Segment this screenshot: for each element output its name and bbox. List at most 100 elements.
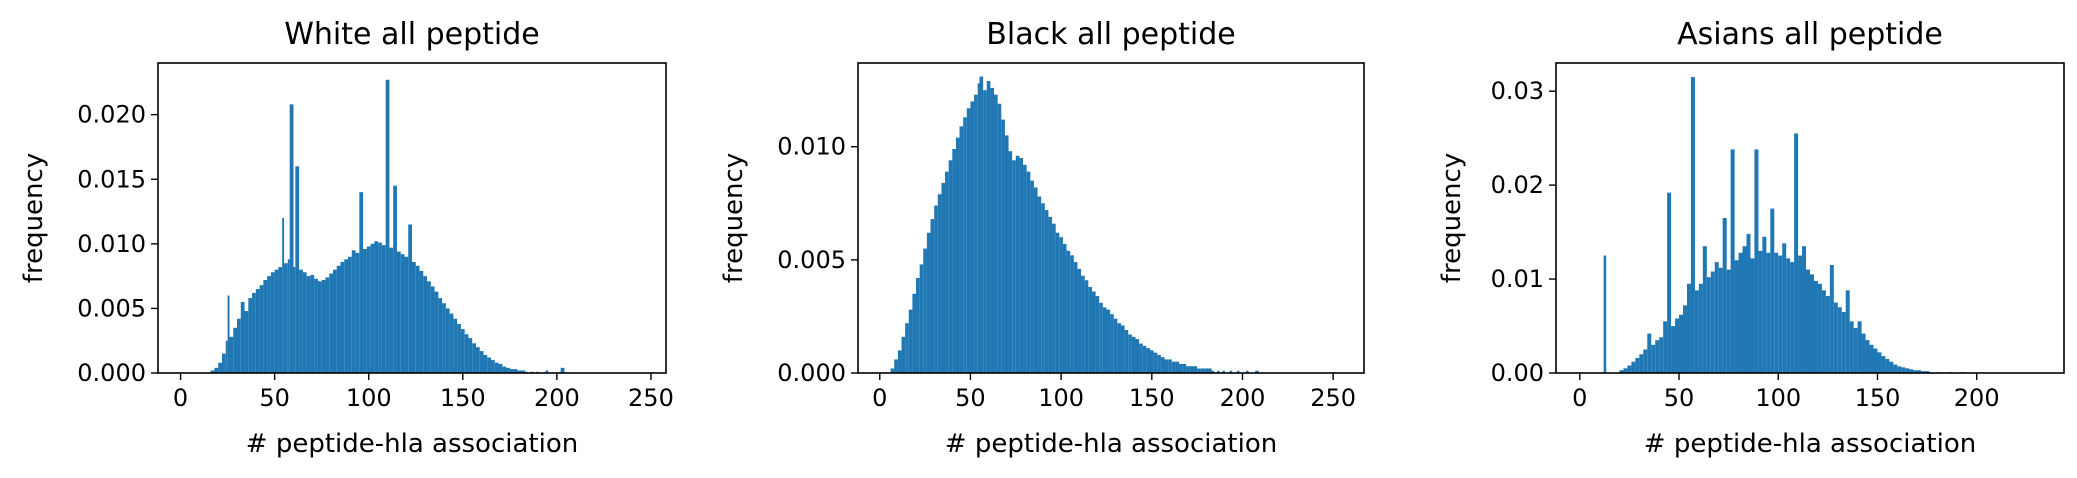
- histogram-bar: [287, 259, 290, 373]
- histogram-bar: [1149, 350, 1154, 373]
- plot-frame: [1555, 62, 2065, 374]
- histogram-bar: [1786, 258, 1791, 373]
- histogram-bar: [894, 359, 898, 373]
- histogram-bar: [1099, 302, 1103, 373]
- histogram-bar: [472, 343, 476, 373]
- histogram-bar: [1124, 330, 1129, 373]
- histogram-bar: [1073, 262, 1078, 373]
- histogram-bar: [1746, 233, 1751, 373]
- histogram-bar: [890, 368, 895, 373]
- histogram-bar: [1186, 366, 1190, 373]
- histogram-bar: [941, 182, 946, 373]
- histogram-bar: [1865, 340, 1870, 373]
- histogram-bar: [259, 285, 264, 373]
- y-axis-label: frequency: [719, 153, 749, 283]
- histogram-bar: [1917, 370, 1922, 373]
- x-axis-ticks: 0 50 100 150 200 250: [173, 373, 674, 412]
- histogram-bar: [1686, 283, 1691, 373]
- histogram-bar: [934, 205, 938, 373]
- histogram-bar: [359, 192, 364, 373]
- histogram-bar: [1030, 180, 1034, 373]
- histogram-bar: [1106, 309, 1111, 373]
- histogram-bar: [986, 81, 991, 373]
- histogram-bar: [977, 83, 980, 374]
- x-axis-label: # peptide-hla association: [945, 429, 1277, 459]
- y-tick-label: 0.020: [77, 101, 146, 129]
- x-tick-label: 150: [1855, 384, 1901, 412]
- histogram-bar: [994, 94, 998, 374]
- y-tick-label: 0.005: [777, 246, 846, 274]
- histogram-bar: [423, 276, 428, 374]
- histogram-bar: [1120, 325, 1125, 373]
- histogram-bar: [1113, 318, 1118, 373]
- histogram-bar: [1023, 164, 1027, 373]
- histogram-bar: [479, 351, 484, 373]
- histogram-bar: [545, 370, 549, 373]
- histogram-bar: [979, 76, 984, 373]
- panel-white: White all peptide # peptide-hla associat…: [19, 17, 674, 459]
- y-tick-label: 0.010: [77, 230, 146, 258]
- histogram-bar: [1817, 283, 1822, 373]
- histogram-bar: [1222, 370, 1225, 373]
- histogram-bar: [252, 292, 256, 373]
- histogram-bar: [460, 329, 465, 373]
- histogram-bar: [1044, 210, 1049, 373]
- histogram-bar: [990, 87, 995, 373]
- histogram-bar: [1019, 158, 1024, 373]
- x-tick-label: 200: [534, 384, 580, 412]
- histogram-bar: [227, 295, 230, 373]
- histogram-bar: [214, 367, 219, 373]
- histogram-bar: [321, 280, 326, 373]
- histogram-bar: [1175, 361, 1180, 373]
- histogram-bar: [487, 357, 492, 373]
- histogram-bar: [1081, 275, 1085, 373]
- histogram-bar: [1782, 243, 1787, 373]
- histogram-bar: [1004, 135, 1009, 373]
- histogram-bar: [1913, 370, 1918, 373]
- histogram-bar: [1095, 296, 1100, 373]
- histogram-bar: [419, 270, 424, 373]
- histogram-bar: [919, 264, 924, 373]
- histogram-bar: [923, 248, 927, 373]
- y-axis-ticks: 0.00 0.01 0.02 0.03: [1491, 77, 1556, 387]
- histogram-bar: [1182, 363, 1187, 373]
- histogram-bar: [498, 363, 503, 373]
- y-tick-label: 0.015: [77, 165, 146, 193]
- histogram-bar: [240, 301, 245, 373]
- histogram-bar: [1897, 366, 1902, 373]
- histogram-bar: [955, 137, 960, 373]
- histogram-bar: [1168, 359, 1172, 373]
- histogram-bar: [274, 269, 279, 373]
- histogram-bar: [1754, 149, 1759, 373]
- plot-frame: [857, 62, 1365, 374]
- histogram-bar: [952, 148, 956, 373]
- histogram-bar: [1200, 368, 1205, 373]
- histogram-bar: [517, 370, 522, 373]
- x-tick-label: 200: [1220, 384, 1266, 412]
- histogram-bar: [506, 367, 510, 373]
- histogram-bar: [1825, 295, 1830, 373]
- histogram-bar: [348, 256, 352, 373]
- histogram-bar: [1877, 352, 1882, 373]
- histogram-bar: [1829, 264, 1834, 373]
- histogram-bar: [1142, 345, 1147, 373]
- histogram-bar: [963, 117, 967, 373]
- histogram-bar: [560, 367, 565, 373]
- histogram-bar: [1706, 277, 1711, 373]
- x-axis-ticks: 0 50 100 150 200 250: [872, 373, 1356, 412]
- histogram-bar: [1726, 269, 1731, 373]
- histogram-bar: [1008, 151, 1013, 373]
- histogram-bar: [396, 251, 401, 373]
- histogram-bar: [1905, 368, 1910, 373]
- histogram-bar: [1694, 290, 1699, 373]
- histogram-bar: [901, 336, 906, 373]
- histogram-bar: [400, 254, 405, 373]
- histogram-bar: [1921, 371, 1926, 373]
- histogram-bar: [370, 243, 375, 373]
- histogram-bar: [1857, 321, 1862, 373]
- histogram-bar: [381, 245, 386, 374]
- histogram-bar: [897, 350, 902, 373]
- histogram-bar: [1702, 246, 1707, 373]
- y-tick-label: 0.03: [1491, 77, 1544, 105]
